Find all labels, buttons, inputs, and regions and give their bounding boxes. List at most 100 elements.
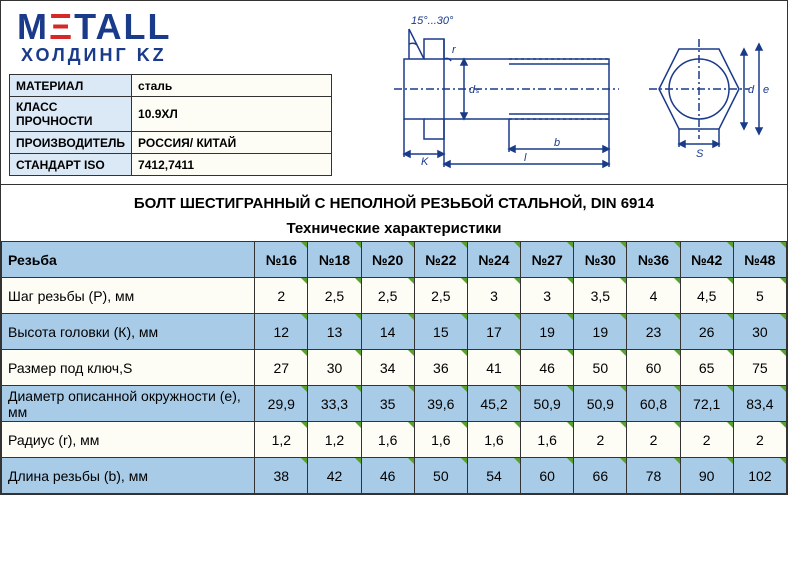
spec-cell: 30 bbox=[733, 314, 786, 350]
spec-cell: 46 bbox=[361, 458, 414, 494]
spec-cell: 4,5 bbox=[680, 278, 733, 314]
S-label: S bbox=[696, 148, 704, 160]
d-label: d bbox=[748, 84, 755, 96]
info-label: СТАНДАРТ ISO bbox=[10, 154, 132, 176]
spec-cell: 38 bbox=[255, 458, 308, 494]
spec-cell: 50,9 bbox=[521, 386, 574, 422]
info-value: 7412,7411 bbox=[132, 154, 332, 176]
logo-tall: TALL bbox=[74, 6, 171, 47]
angle-label: 15°...30° bbox=[411, 15, 454, 27]
spec-cell: 83,4 bbox=[733, 386, 786, 422]
spec-row-label: Радиус (r), мм bbox=[2, 422, 255, 458]
spec-col-header: №27 bbox=[521, 242, 574, 278]
spec-cell: 12 bbox=[255, 314, 308, 350]
ds-label: dₛ bbox=[469, 84, 480, 96]
spec-cell: 1,6 bbox=[414, 422, 467, 458]
spec-cell: 72,1 bbox=[680, 386, 733, 422]
spec-cell: 2 bbox=[574, 422, 627, 458]
spec-cell: 3 bbox=[521, 278, 574, 314]
e-label: e bbox=[763, 84, 769, 96]
spec-col-header: №16 bbox=[255, 242, 308, 278]
spec-cell: 46 bbox=[521, 350, 574, 386]
spec-cell: 26 bbox=[680, 314, 733, 350]
info-label: ПРОИЗВОДИТЕЛЬ bbox=[10, 132, 132, 154]
spec-col-header: №24 bbox=[467, 242, 520, 278]
spec-cell: 50 bbox=[574, 350, 627, 386]
spec-cell: 1,2 bbox=[308, 422, 361, 458]
spec-cell: 34 bbox=[361, 350, 414, 386]
info-value: РОССИЯ/ КИТАЙ bbox=[132, 132, 332, 154]
spec-cell: 36 bbox=[414, 350, 467, 386]
spec-cell: 2 bbox=[733, 422, 786, 458]
spec-col-header: №48 bbox=[733, 242, 786, 278]
spec-cell: 102 bbox=[733, 458, 786, 494]
spec-cell: 66 bbox=[574, 458, 627, 494]
spec-cell: 14 bbox=[361, 314, 414, 350]
spec-col-header: №22 bbox=[414, 242, 467, 278]
spec-cell: 3 bbox=[467, 278, 520, 314]
spec-cell: 65 bbox=[680, 350, 733, 386]
spec-cell: 27 bbox=[255, 350, 308, 386]
spec-cell: 1,6 bbox=[521, 422, 574, 458]
spec-col-header: №30 bbox=[574, 242, 627, 278]
spec-row-label: Шаг резьбы (P), мм bbox=[2, 278, 255, 314]
product-title: БОЛТ ШЕСТИГРАННЫЙ С НЕПОЛНОЙ РЕЗЬБОЙ СТА… bbox=[1, 184, 787, 216]
info-label: МАТЕРИАЛ bbox=[10, 75, 132, 97]
spec-cell: 78 bbox=[627, 458, 680, 494]
spec-cell: 17 bbox=[467, 314, 520, 350]
spec-header-label: Резьба bbox=[2, 242, 255, 278]
spec-cell: 19 bbox=[574, 314, 627, 350]
spec-col-header: №18 bbox=[308, 242, 361, 278]
b-label: b bbox=[554, 137, 560, 149]
spec-heading: Технические характеристики bbox=[1, 216, 787, 241]
spec-cell: 13 bbox=[308, 314, 361, 350]
spec-cell: 1,6 bbox=[467, 422, 520, 458]
spec-cell: 50 bbox=[414, 458, 467, 494]
spec-cell: 54 bbox=[467, 458, 520, 494]
spec-cell: 90 bbox=[680, 458, 733, 494]
spec-table: Резьба№16№18№20№22№24№27№30№36№42№48 Шаг… bbox=[1, 241, 787, 494]
info-value: 10.9ХЛ bbox=[132, 97, 332, 132]
spec-cell: 2 bbox=[627, 422, 680, 458]
spec-cell: 39,6 bbox=[414, 386, 467, 422]
spec-col-header: №20 bbox=[361, 242, 414, 278]
spec-cell: 60,8 bbox=[627, 386, 680, 422]
K-label: K bbox=[421, 156, 429, 168]
spec-col-header: №36 bbox=[627, 242, 680, 278]
spec-cell: 45,2 bbox=[467, 386, 520, 422]
technical-drawing: 15°...30° r dₛ K b l d e S bbox=[339, 9, 779, 174]
spec-cell: 19 bbox=[521, 314, 574, 350]
spec-row-label: Диаметр описанной окружности (e), мм bbox=[2, 386, 255, 422]
spec-cell: 15 bbox=[414, 314, 467, 350]
spec-cell: 1,2 bbox=[255, 422, 308, 458]
spec-cell: 33,3 bbox=[308, 386, 361, 422]
spec-cell: 2,5 bbox=[414, 278, 467, 314]
spec-cell: 60 bbox=[627, 350, 680, 386]
spec-cell: 41 bbox=[467, 350, 520, 386]
spec-cell: 3,5 bbox=[574, 278, 627, 314]
spec-cell: 29,9 bbox=[255, 386, 308, 422]
l-label: l bbox=[524, 152, 527, 164]
info-value: сталь bbox=[132, 75, 332, 97]
spec-cell: 2 bbox=[255, 278, 308, 314]
spec-cell: 1,6 bbox=[361, 422, 414, 458]
logo-e: Ξ bbox=[49, 6, 74, 47]
company-logo: MΞTALL ХОЛДИНГ KZ bbox=[9, 9, 339, 66]
info-table: МАТЕРИАЛстальКЛАСС ПРОЧНОСТИ10.9ХЛПРОИЗВ… bbox=[9, 74, 332, 176]
spec-cell: 2 bbox=[680, 422, 733, 458]
spec-cell: 75 bbox=[733, 350, 786, 386]
spec-cell: 50,9 bbox=[574, 386, 627, 422]
spec-cell: 60 bbox=[521, 458, 574, 494]
spec-cell: 42 bbox=[308, 458, 361, 494]
logo-m: M bbox=[17, 6, 49, 47]
spec-cell: 23 bbox=[627, 314, 680, 350]
spec-col-header: №42 bbox=[680, 242, 733, 278]
spec-cell: 35 bbox=[361, 386, 414, 422]
logo-subtitle: ХОЛДИНГ KZ bbox=[17, 45, 339, 66]
spec-row-label: Размер под ключ,S bbox=[2, 350, 255, 386]
spec-cell: 2,5 bbox=[308, 278, 361, 314]
spec-cell: 2,5 bbox=[361, 278, 414, 314]
info-label: КЛАСС ПРОЧНОСТИ bbox=[10, 97, 132, 132]
spec-row-label: Длина резьбы (b), мм bbox=[2, 458, 255, 494]
spec-cell: 5 bbox=[733, 278, 786, 314]
